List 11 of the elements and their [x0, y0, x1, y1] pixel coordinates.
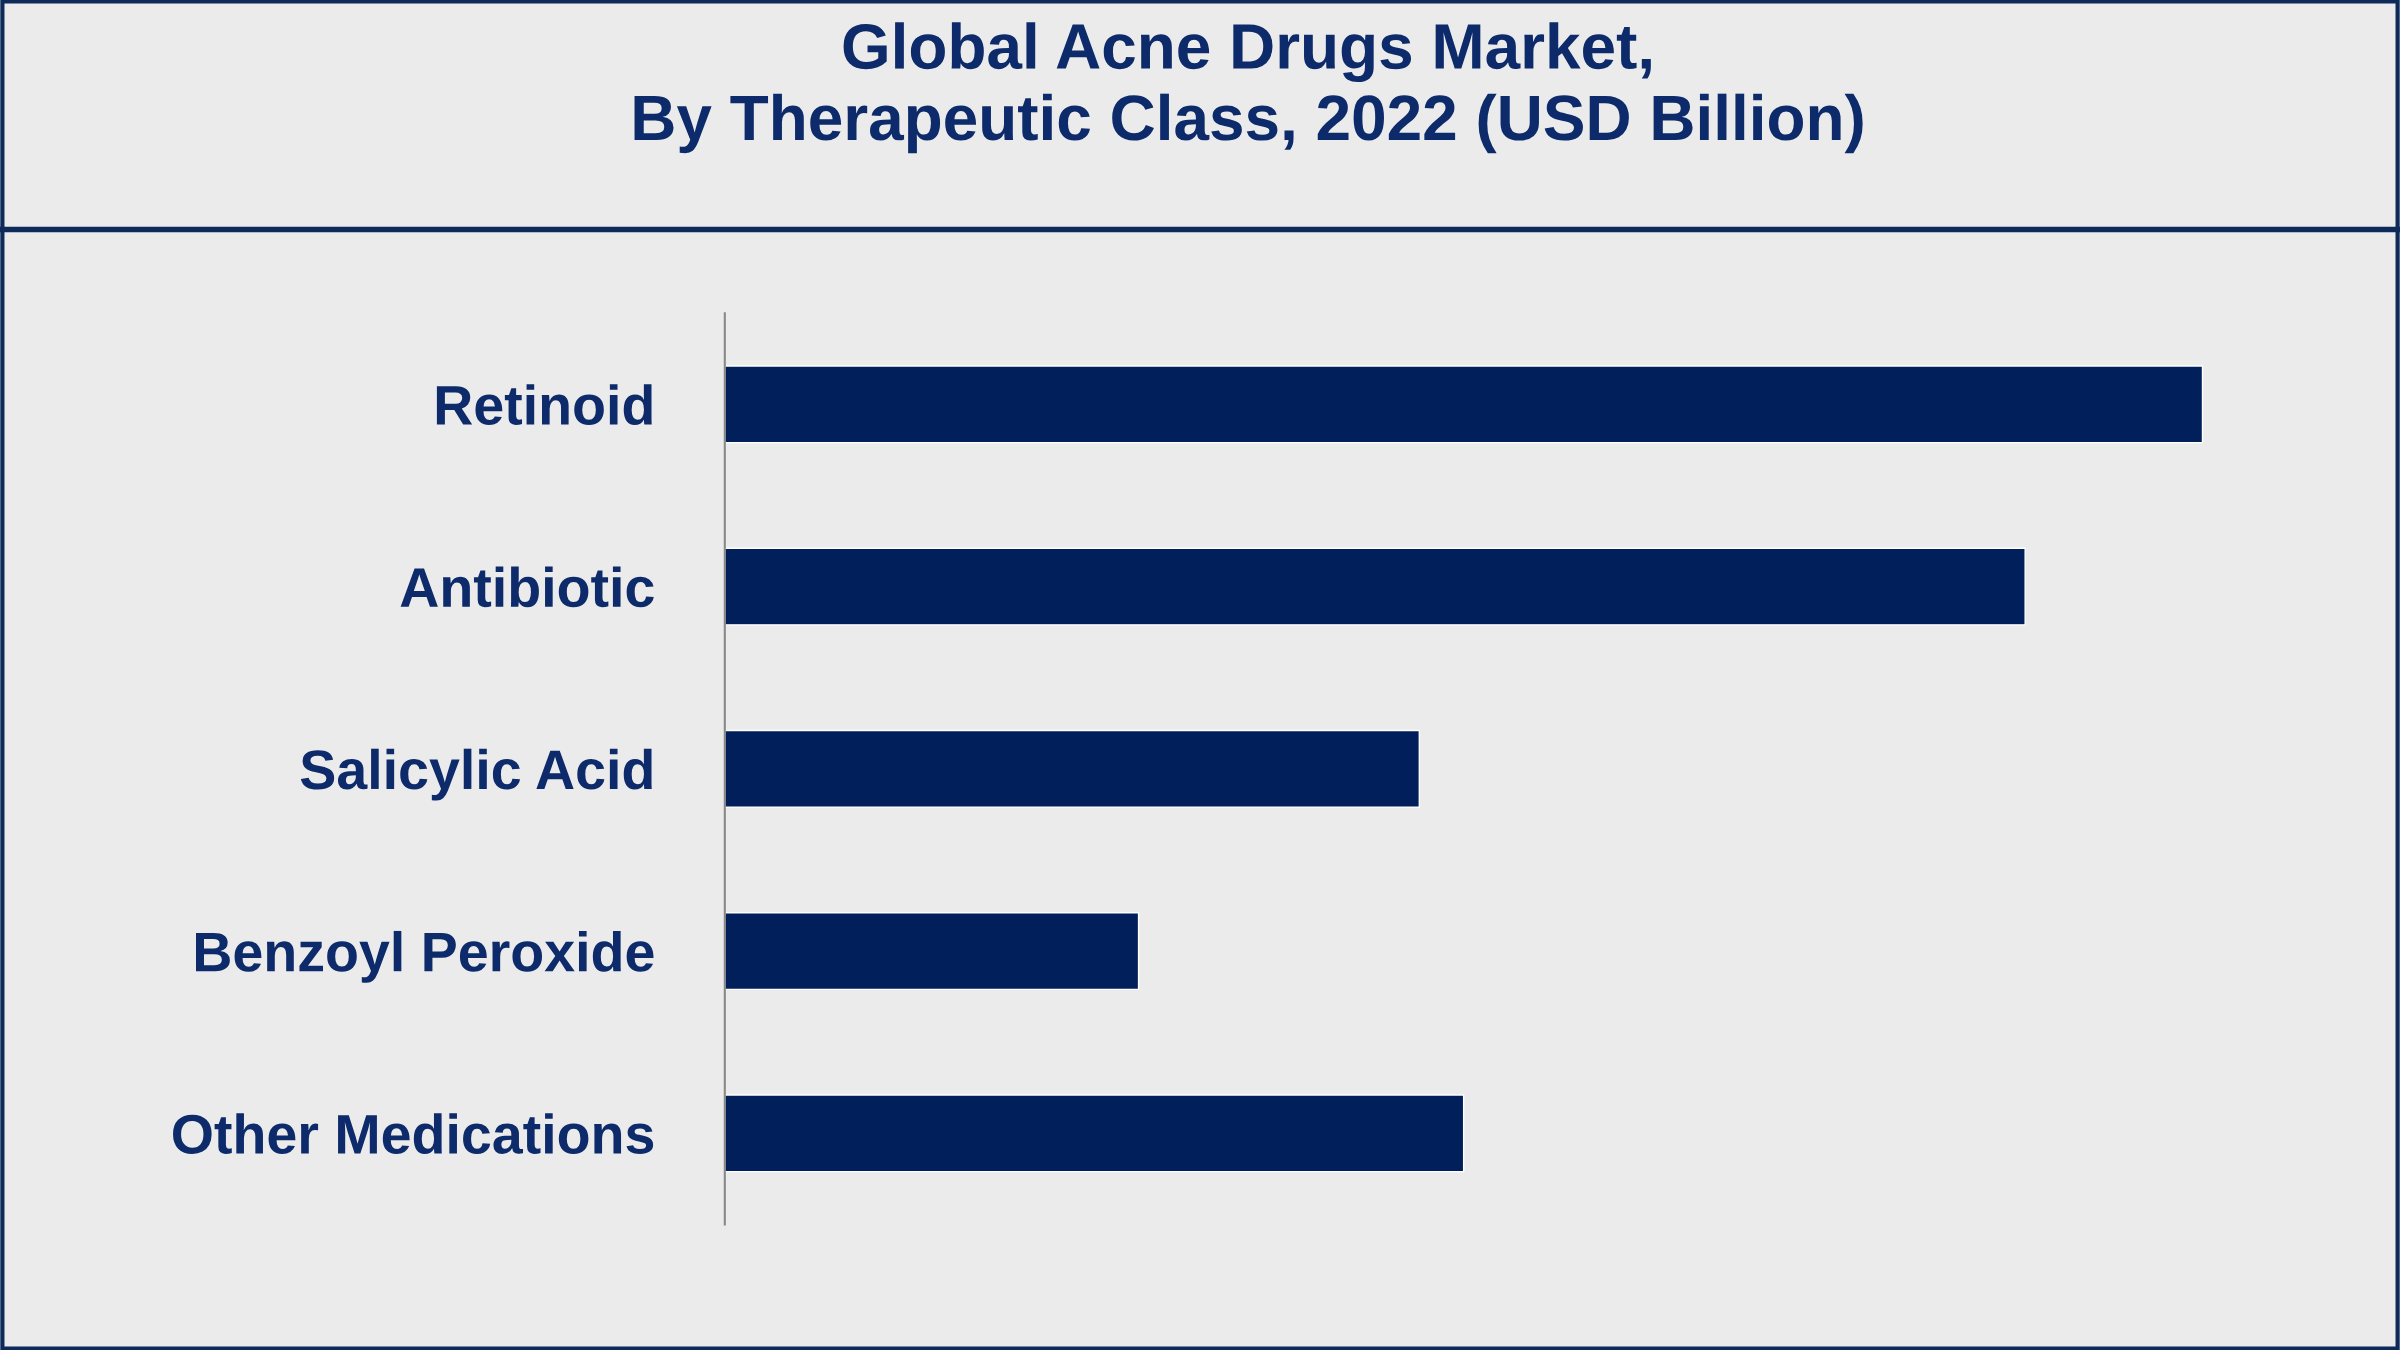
bar [724, 547, 2026, 626]
y-tick-label: Retinoid [436, 384, 652, 425]
y-tick-label: Other Medications [173, 1113, 654, 1154]
y-tick-label: Benzoyl Peroxide [195, 930, 654, 983]
chart-title: Global Acne Drugs Market, By Therapeutic Class, 2022 (USD Billion) [634, 22, 1863, 154]
bar [724, 1094, 1465, 1173]
bar [724, 365, 2204, 444]
bar [724, 729, 1421, 808]
bar [724, 912, 1140, 991]
y-tick-label: Antibiotic [400, 566, 654, 608]
y-tick-label: Salicylic Acid [300, 748, 652, 801]
